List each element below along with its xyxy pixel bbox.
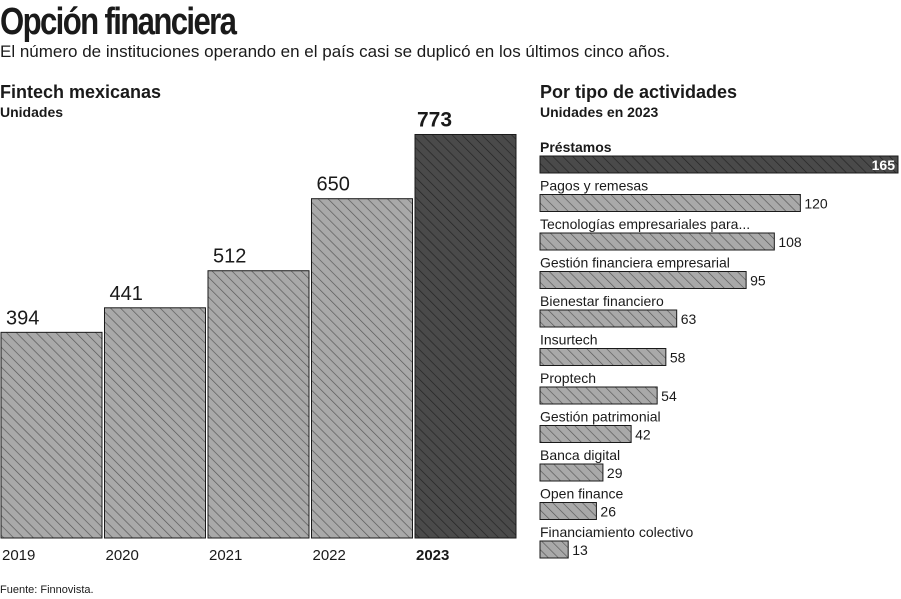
source-note: Fuente: Finnovista. — [0, 584, 94, 596]
category-label-8: Banca digital — [540, 447, 620, 463]
horizontal-bar-chart: Préstamos 165 Pagos y remesas 120 Tecnología… — [539, 139, 899, 559]
left-panel-title: Fintech mexicanas — [0, 82, 162, 102]
category-label-6: Proptech — [540, 370, 596, 386]
vertical-bar-chart: 394 2019 441 2020 512 2021 650 2022 773 2023 — [0, 108, 517, 564]
category-label-3: Gestión financiera empresarial — [540, 255, 730, 271]
bar-value-label-2019: 394 — [6, 307, 39, 329]
hbar-value-label-1: 120 — [804, 196, 828, 212]
hbar-0 — [539, 155, 899, 174]
hbar-6 — [539, 386, 658, 405]
bar-2022 — [311, 198, 413, 539]
bar-2021 — [207, 270, 310, 539]
x-tick-label-2021: 2021 — [209, 547, 242, 564]
category-label-0: Préstamos — [540, 139, 612, 155]
chart-title: Opción financiera — [0, 1, 237, 43]
hbar-2 — [539, 232, 775, 251]
x-tick-label-2023: 2023 — [416, 547, 449, 564]
x-tick-label-2022: 2022 — [313, 547, 346, 564]
hbar-3 — [539, 271, 747, 289]
category-label-5: Insurtech — [540, 332, 598, 348]
x-tick-label-2020: 2020 — [106, 547, 139, 564]
category-label-2: Tecnologías empresariales para... — [540, 216, 750, 232]
hbar-7 — [539, 425, 632, 443]
hbar-1 — [539, 194, 801, 212]
hbar-value-label-5: 58 — [670, 350, 686, 366]
bar-value-label-2023: 773 — [417, 108, 452, 131]
hbar-value-label-9: 26 — [600, 504, 616, 520]
hbar-value-label-0: 165 — [872, 157, 896, 173]
category-label-10: Financiamiento colectivo — [540, 524, 694, 540]
left-panel-subtitle: Unidades — [0, 104, 64, 120]
category-label-7: Gestión patrimonial — [540, 409, 661, 425]
hbar-9 — [539, 502, 597, 520]
category-label-9: Open finance — [540, 486, 623, 502]
hbar-value-label-6: 54 — [661, 388, 677, 404]
hbar-value-label-7: 42 — [635, 427, 651, 443]
bar-2023 — [414, 133, 517, 539]
hbar-5 — [539, 348, 667, 366]
hbar-value-label-4: 63 — [681, 311, 697, 327]
bar-2019 — [0, 331, 103, 539]
x-tick-label-2019: 2019 — [2, 547, 35, 564]
hbar-value-label-3: 95 — [750, 273, 766, 289]
bar-value-label-2022: 650 — [317, 174, 350, 196]
hbar-value-label-8: 29 — [607, 465, 623, 481]
bar-value-label-2021: 512 — [213, 246, 246, 268]
chart-subtitle: El número de instituciones operando en e… — [0, 42, 670, 61]
hbar-10 — [539, 540, 569, 559]
hbar-value-label-10: 13 — [572, 542, 588, 558]
right-panel-subtitle: Unidades en 2023 — [540, 104, 659, 120]
category-label-4: Bienestar financiero — [540, 293, 664, 309]
right-panel-title: Por tipo de actividades — [540, 82, 738, 102]
hbar-4 — [539, 309, 678, 328]
bar-2020 — [104, 307, 206, 539]
bar-value-label-2020: 441 — [110, 283, 143, 305]
category-label-1: Pagos y remesas — [540, 178, 648, 194]
hbar-8 — [539, 463, 604, 482]
hbar-value-label-2: 108 — [778, 234, 802, 250]
